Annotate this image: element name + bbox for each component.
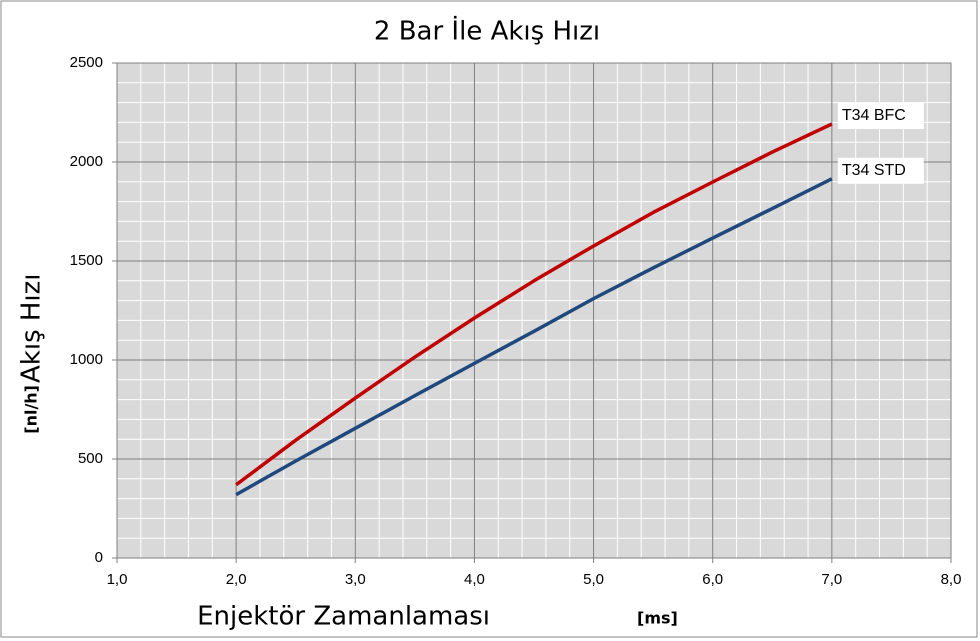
series-label-bg xyxy=(837,157,924,184)
x-tick-label: 2,0 xyxy=(226,571,247,588)
y-tick-label: 2000 xyxy=(70,153,103,170)
x-tick-label: 1,0 xyxy=(107,571,128,588)
x-tick-label: 7,0 xyxy=(821,571,842,588)
x-tick-label: 8,0 xyxy=(941,571,962,588)
y-tick-label: 0 xyxy=(95,549,103,566)
x-tick-label: 6,0 xyxy=(702,571,723,588)
series-line xyxy=(235,177,833,497)
y-axis-label: Akış Hızı xyxy=(17,273,47,383)
plot-area xyxy=(117,63,951,558)
x-tick-label: 4,0 xyxy=(464,571,485,588)
y-tick-label: 1000 xyxy=(70,351,103,368)
y-axis-unit: [nl/h] xyxy=(22,385,41,434)
series-label: T34 BFC xyxy=(842,107,906,124)
series-label-bg xyxy=(837,102,924,129)
y-tick-label: 2500 xyxy=(70,54,103,71)
y-tick-label: 1500 xyxy=(70,252,103,269)
series-label: T34 STD xyxy=(842,162,906,179)
y-axis-title: Akış Hızı [nl/h] xyxy=(17,273,47,433)
y-tick-label: 500 xyxy=(78,450,103,467)
x-axis-unit: [ms] xyxy=(637,609,678,628)
series-line xyxy=(235,122,833,487)
x-axis-label: Enjektör Zamanlaması xyxy=(197,602,490,632)
x-tick-label: 3,0 xyxy=(345,571,366,588)
plot-border xyxy=(116,62,952,559)
chart-title: 2 Bar İle Akış Hızı xyxy=(374,15,600,47)
x-tick-label: 5,0 xyxy=(583,571,604,588)
